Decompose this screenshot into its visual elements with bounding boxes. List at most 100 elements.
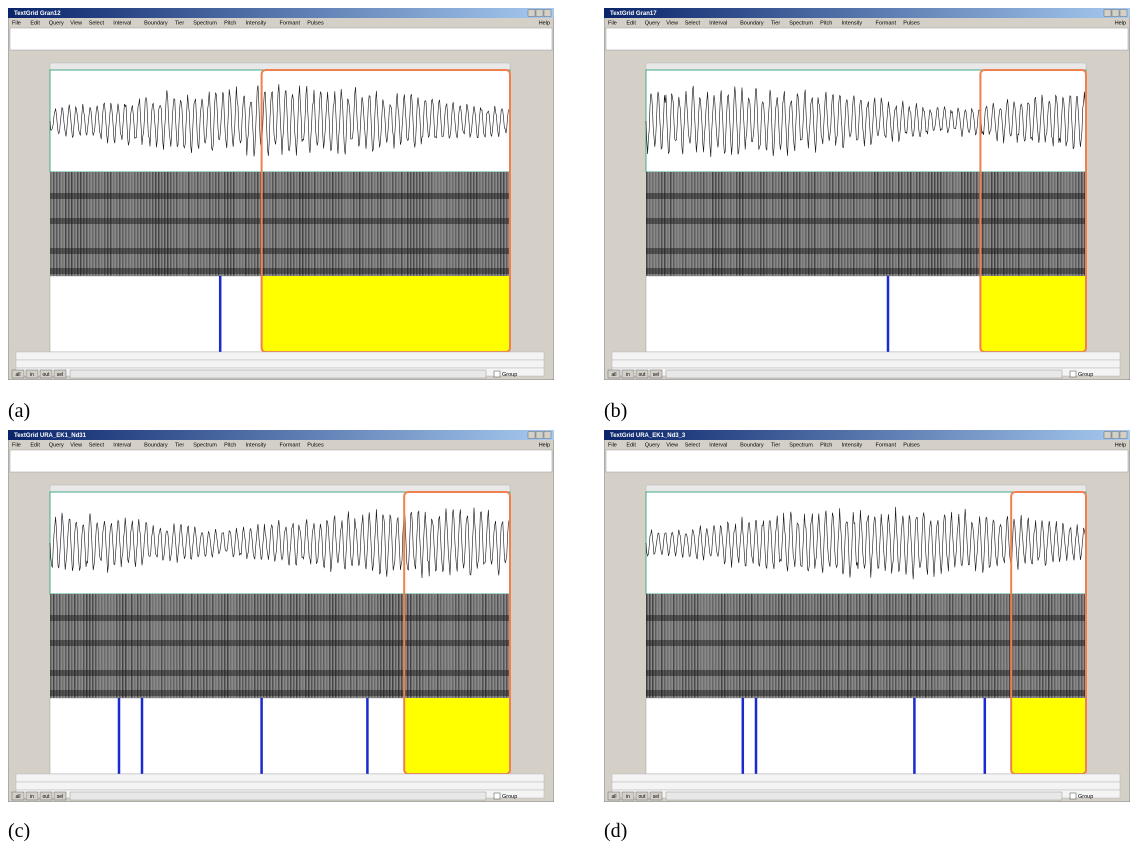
menu-item[interactable]: Boundary — [740, 20, 764, 26]
window-button[interactable] — [1111, 431, 1120, 439]
menu-item[interactable]: Pitch — [224, 20, 236, 26]
menu-item[interactable]: Tier — [771, 442, 780, 448]
group-checkbox[interactable] — [1069, 370, 1077, 378]
menu-item[interactable]: Interval — [709, 20, 727, 26]
menu-item[interactable]: Select — [89, 442, 105, 448]
menu-item[interactable]: File — [12, 442, 21, 448]
menu-item[interactable]: Boundary — [144, 442, 168, 448]
menu-item[interactable]: Tier — [175, 20, 184, 26]
window-button[interactable] — [1111, 9, 1120, 17]
menu-item[interactable]: Query — [645, 20, 660, 26]
zoom-button[interactable]: all — [11, 369, 25, 379]
menu-item[interactable]: Query — [49, 20, 64, 26]
menu-item[interactable]: View — [666, 442, 678, 448]
menu-item[interactable]: Spectrum — [193, 442, 217, 448]
menu-item[interactable]: Pulses — [903, 442, 920, 448]
scrollbar[interactable] — [665, 369, 1063, 379]
zoom-button[interactable]: in — [621, 791, 635, 801]
zoom-button[interactable]: all — [607, 791, 621, 801]
menu-item[interactable]: Pitch — [224, 442, 236, 448]
menu-item[interactable]: Formant — [280, 20, 301, 26]
menu-item[interactable]: Spectrum — [789, 442, 813, 448]
spectrogram-stripe — [209, 172, 211, 276]
menu-item[interactable]: Intensity — [246, 442, 267, 448]
window-button[interactable] — [535, 431, 544, 439]
text-field[interactable] — [9, 27, 553, 51]
menu-item[interactable]: Pulses — [903, 20, 920, 26]
menu-help[interactable]: Help — [539, 442, 550, 448]
menu-item[interactable]: Edit — [626, 20, 636, 26]
menu-item[interactable]: Intensity — [246, 20, 267, 26]
menu-item[interactable]: Intensity — [842, 20, 863, 26]
menu-item[interactable]: Edit — [30, 442, 40, 448]
window-button[interactable] — [543, 9, 552, 17]
zoom-button[interactable]: sel — [53, 791, 67, 801]
menu-item[interactable]: Formant — [876, 442, 897, 448]
menu-item[interactable]: Pitch — [820, 20, 832, 26]
menu-item[interactable]: Edit — [626, 442, 636, 448]
zoom-button[interactable]: out — [39, 791, 53, 801]
zoom-button[interactable]: out — [39, 369, 53, 379]
group-checkbox[interactable] — [1069, 792, 1077, 800]
zoom-button[interactable]: all — [607, 369, 621, 379]
window-button[interactable] — [527, 431, 536, 439]
menu-item[interactable]: Formant — [876, 20, 897, 26]
menu-item[interactable]: Interval — [113, 442, 131, 448]
menu-help[interactable]: Help — [539, 20, 550, 26]
menu-item[interactable]: Intensity — [842, 442, 863, 448]
window-button[interactable] — [1103, 431, 1112, 439]
menu-item[interactable]: View — [70, 442, 82, 448]
menu-item[interactable]: File — [12, 20, 21, 26]
menu-item[interactable]: File — [608, 20, 617, 26]
group-checkbox[interactable] — [493, 370, 501, 378]
window-button[interactable] — [1103, 9, 1112, 17]
zoom-button[interactable]: sel — [649, 791, 663, 801]
window-button[interactable] — [1119, 9, 1128, 17]
menu-item[interactable]: Tier — [175, 442, 184, 448]
spectrogram — [50, 594, 510, 698]
menu-item[interactable]: Formant — [280, 442, 301, 448]
menu-item[interactable]: Pulses — [307, 20, 324, 26]
zoom-button[interactable]: sel — [649, 369, 663, 379]
menu-item[interactable]: Select — [685, 442, 701, 448]
menu-help[interactable]: Help — [1115, 442, 1126, 448]
scrollbar[interactable] — [69, 791, 487, 801]
window-button[interactable] — [1119, 431, 1128, 439]
zoom-button[interactable]: out — [635, 791, 649, 801]
window-button[interactable] — [543, 431, 552, 439]
menu-item[interactable]: Interval — [113, 20, 131, 26]
menu-item[interactable]: Boundary — [740, 442, 764, 448]
menu-item[interactable]: View — [666, 20, 678, 26]
spectrogram-stripe — [197, 172, 199, 276]
scrollbar[interactable] — [69, 369, 487, 379]
zoom-button[interactable]: in — [25, 369, 39, 379]
zoom-button[interactable]: out — [635, 369, 649, 379]
window-button[interactable] — [535, 9, 544, 17]
text-field[interactable] — [9, 449, 553, 473]
menu-item[interactable]: Boundary — [144, 20, 168, 26]
group-checkbox[interactable] — [493, 792, 501, 800]
menu-item[interactable]: View — [70, 20, 82, 26]
zoom-button[interactable]: in — [621, 369, 635, 379]
menu-item[interactable]: Select — [685, 20, 701, 26]
zoom-button[interactable]: sel — [53, 369, 67, 379]
zoom-button[interactable]: all — [11, 791, 25, 801]
menu-item[interactable]: Query — [645, 442, 660, 448]
text-field[interactable] — [605, 27, 1129, 51]
menu-item[interactable]: Spectrum — [193, 20, 217, 26]
menu-item[interactable]: Query — [49, 442, 64, 448]
menu-item[interactable]: File — [608, 442, 617, 448]
zoom-button[interactable]: in — [25, 791, 39, 801]
menu-help[interactable]: Help — [1115, 20, 1126, 26]
menu-item[interactable]: Pulses — [307, 442, 324, 448]
menu-item[interactable]: Pitch — [820, 442, 832, 448]
menu-item[interactable]: Edit — [30, 20, 40, 26]
text-field[interactable] — [605, 449, 1129, 473]
menu-item[interactable]: Interval — [709, 442, 727, 448]
menu-item[interactable]: Tier — [771, 20, 780, 26]
window-button[interactable] — [527, 9, 536, 17]
scrollbar[interactable] — [665, 791, 1063, 801]
menu-item[interactable]: Select — [89, 20, 105, 26]
menu-item[interactable]: Spectrum — [789, 20, 813, 26]
spectrogram-stripe — [667, 594, 669, 698]
